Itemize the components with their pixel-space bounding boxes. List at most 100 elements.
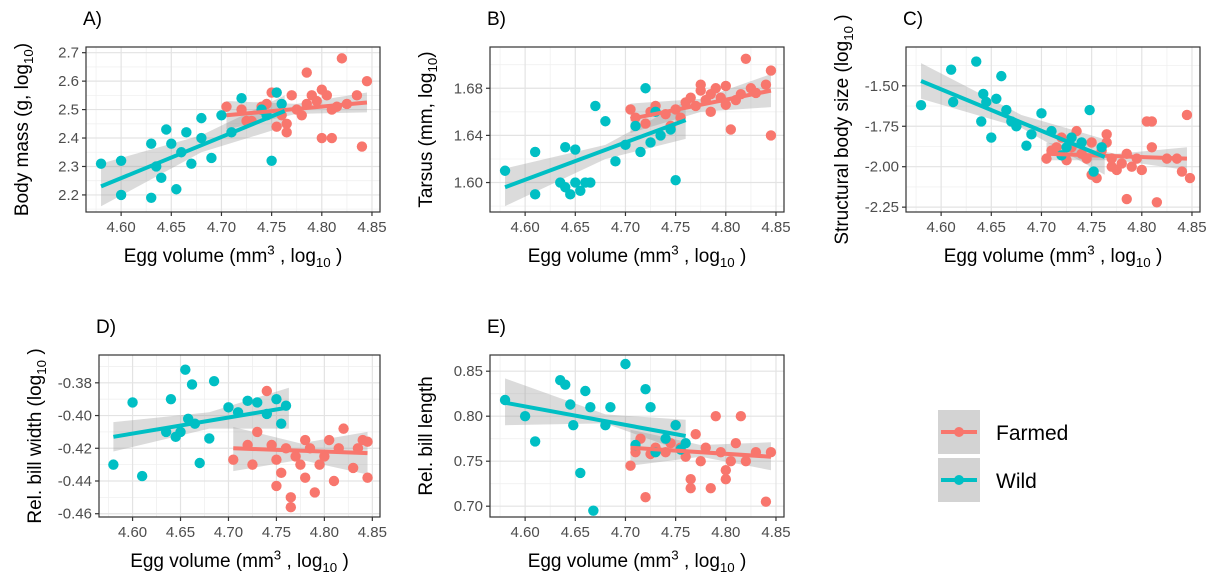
data-point-farmed [285, 501, 297, 513]
data-point-farmed [1136, 164, 1148, 176]
data-point-farmed [700, 442, 711, 453]
y-axis-title: Rel. bill length [416, 376, 437, 495]
legend-key-wild-dot [954, 475, 964, 485]
data-point-wild [986, 132, 997, 143]
data-point-farmed [765, 130, 777, 141]
y-tick-label: -0.44 [58, 473, 92, 490]
x-tick-label: 4.75 [661, 219, 690, 236]
panel-label: B) [487, 9, 506, 30]
x-tick-label: 4.70 [611, 524, 640, 541]
y-tick-label: 2.3 [58, 158, 79, 175]
data-point-wild [971, 56, 982, 67]
data-point-wild [945, 64, 957, 75]
y-tick-label: 1.64 [454, 127, 483, 144]
data-point-wild [236, 93, 247, 104]
data-point-farmed [281, 127, 292, 138]
data-point-wild [590, 100, 601, 112]
data-point-wild [161, 124, 172, 135]
data-point-wild [266, 155, 277, 166]
data-point-wild [976, 116, 987, 127]
data-point-farmed [1184, 172, 1196, 184]
data-point-wild [1021, 140, 1032, 151]
data-point-farmed [323, 434, 335, 446]
x-axis-title: Egg volume (mm3 , log10 ) [130, 547, 349, 574]
y-tick-label: 0.70 [454, 498, 483, 515]
data-point-wild [194, 457, 205, 469]
data-point-farmed [640, 492, 651, 503]
data-point-wild [1096, 142, 1107, 153]
data-point-wild [252, 397, 263, 408]
data-point-farmed [1086, 137, 1097, 148]
data-point-wild [947, 96, 959, 108]
data-point-wild [95, 158, 107, 169]
data-point-farmed [625, 104, 636, 115]
x-tick-label: 4.65 [561, 524, 590, 541]
x-tick-label: 4.75 [262, 524, 291, 541]
data-point-farmed [760, 496, 772, 507]
data-point-wild [206, 152, 217, 164]
fit-line-farmed [630, 445, 772, 459]
legend: Farmed Wild [938, 410, 1068, 502]
data-point-wild [585, 402, 596, 413]
panel-border [98, 354, 381, 518]
data-point-wild [223, 402, 234, 413]
data-point-farmed [710, 411, 721, 422]
data-point-farmed [1116, 158, 1127, 169]
data-point-wild [660, 433, 671, 444]
data-point-wild [242, 395, 253, 407]
data-point-farmed [725, 456, 737, 467]
x-axis-title: Egg volume (mm3 , log10 ) [528, 547, 747, 574]
data-point-wild [529, 189, 541, 200]
x-tick-label: 4.70 [207, 219, 236, 236]
data-point-wild [136, 470, 148, 482]
y-tick-label: -1.50 [865, 78, 899, 95]
legend-label-farmed: Farmed [996, 422, 1068, 445]
data-point-wild [115, 189, 127, 201]
data-point-farmed [640, 118, 651, 129]
data-point-farmed [760, 79, 772, 90]
data-point-wild [276, 98, 287, 110]
y-tick-label: -0.42 [58, 440, 92, 457]
data-point-farmed [695, 79, 706, 90]
data-point-farmed [765, 65, 777, 76]
data-point-farmed [685, 92, 696, 103]
y-axis-title: Rel. bill width (log10 ) [25, 348, 49, 523]
y-tick-label: -0.40 [58, 408, 92, 425]
data-point-wild [560, 141, 571, 153]
panel-border [489, 46, 785, 213]
x-tick-label: 4.70 [1027, 219, 1056, 236]
data-point-wild [565, 399, 576, 410]
fit-line-farmed [630, 88, 772, 121]
data-point-wild [568, 420, 579, 431]
x-tick-label: 4.70 [611, 219, 640, 236]
data-point-farmed [1181, 109, 1193, 121]
data-point-farmed [328, 475, 340, 487]
y-tick-label: 2.7 [58, 45, 79, 62]
fit-line-wild [100, 109, 286, 189]
data-point-farmed [730, 438, 742, 449]
data-point-wild [519, 411, 531, 422]
y-axis-title: Tarsus (mm, log10) [416, 51, 440, 207]
data-point-wild [645, 402, 656, 413]
data-point-farmed [1146, 116, 1158, 127]
panel-d: 4.60 4.65 4.70 4.75 4.80 4.85 -0.38 -0.40 -0.42 -… [25, 317, 387, 575]
data-point-wild [1001, 104, 1012, 116]
panel-border [85, 46, 381, 213]
data-point-farmed [1101, 129, 1112, 140]
data-point-wild [171, 184, 182, 195]
data-point-farmed [740, 53, 752, 64]
data-point-farmed [316, 132, 328, 144]
data-point-farmed [301, 67, 312, 78]
data-point-wild [196, 132, 207, 144]
x-tick-label: 4.65 [561, 219, 590, 236]
data-point-farmed [319, 451, 330, 462]
data-point-farmed [1151, 197, 1163, 208]
x-tick-label: 4.60 [927, 219, 956, 236]
data-point-farmed [285, 492, 297, 503]
data-point-wild [565, 189, 576, 200]
data-point-wild [181, 127, 192, 138]
data-point-wild [600, 116, 611, 127]
data-point-farmed [309, 487, 320, 498]
panel-label: C) [903, 9, 923, 30]
data-point-wild [165, 393, 177, 405]
